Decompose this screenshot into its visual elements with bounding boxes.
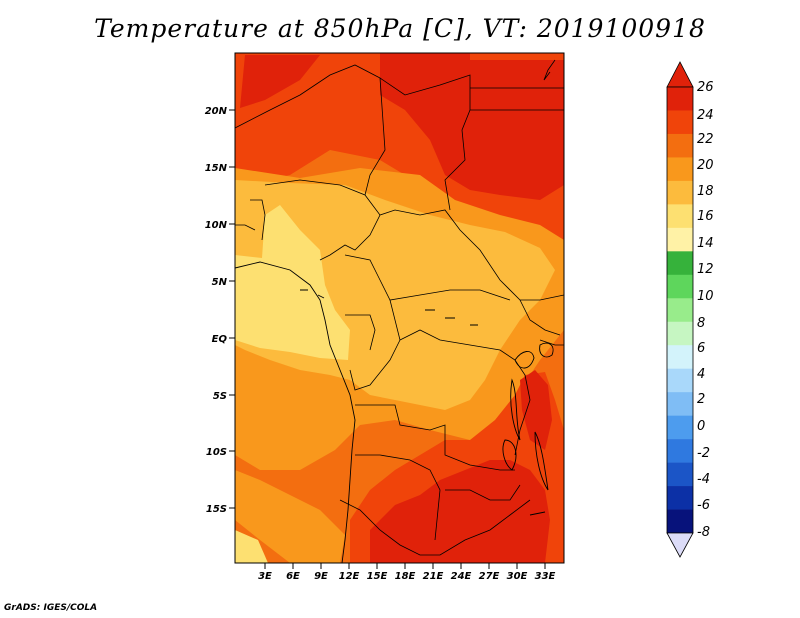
colorbar-label-m2: -2 bbox=[697, 446, 710, 461]
lat-label-15n: 15N bbox=[205, 163, 228, 174]
colorbar-label-2: 2 bbox=[697, 392, 705, 407]
colorbar-segment bbox=[667, 462, 693, 487]
colorbar-segment bbox=[667, 298, 693, 323]
colorbar-segment bbox=[667, 509, 693, 534]
colorbar-segments bbox=[666, 86, 694, 534]
colorbar-segment bbox=[667, 345, 693, 369]
colorbar-label-4: 4 bbox=[697, 367, 705, 382]
lon-label-6e: 6E bbox=[286, 571, 300, 582]
lon-label-9e: 9E bbox=[314, 571, 328, 582]
colorbar-segment bbox=[667, 133, 693, 158]
lat-label-10n: 10N bbox=[205, 220, 228, 231]
colorbar-segment bbox=[667, 415, 693, 440]
temperature-field bbox=[235, 53, 564, 563]
colorbar-segment bbox=[667, 204, 693, 229]
lat-label-eq: EQ bbox=[212, 334, 228, 345]
lon-label-3e: 3E bbox=[258, 571, 272, 582]
colorbar-label-22: 22 bbox=[697, 132, 714, 147]
field-region-16-south bbox=[235, 530, 268, 563]
lat-axis: 20N 15N 10N 5N EQ 5S 10S 15S bbox=[205, 106, 235, 515]
country-borders bbox=[234, 59, 565, 556]
colorbar-segment bbox=[667, 486, 693, 510]
colorbar-label-16: 16 bbox=[697, 209, 714, 224]
colorbar: 26 24 22 20 18 16 14 12 10 8 6 4 2 0 -2 … bbox=[666, 61, 714, 558]
lon-label-18e: 18E bbox=[395, 571, 416, 582]
colorbar-label-m8: -8 bbox=[697, 525, 710, 540]
map-frame bbox=[234, 52, 565, 564]
lat-label-5n: 5N bbox=[212, 277, 228, 288]
colorbar-segment bbox=[667, 110, 693, 135]
grads-credit: GrADS: IGES/COLA bbox=[4, 603, 98, 613]
lon-label-21e: 21E bbox=[423, 571, 444, 582]
lon-label-24e: 24E bbox=[451, 571, 472, 582]
colorbar-label-8: 8 bbox=[697, 316, 705, 331]
colorbar-segment bbox=[667, 274, 693, 299]
lon-axis: 3E 6E 9E 12E 15E 18E 21E 24E 27E 30E 33E bbox=[258, 563, 556, 582]
colorbar-label-12: 12 bbox=[697, 262, 714, 277]
lat-label-5s: 5S bbox=[213, 391, 227, 402]
colorbar-segment bbox=[667, 180, 693, 205]
colorbar-segment bbox=[667, 157, 693, 182]
lon-label-33e: 33E bbox=[535, 571, 556, 582]
colorbar-label-18: 18 bbox=[697, 184, 714, 199]
colorbar-label-m6: -6 bbox=[697, 498, 710, 513]
colorbar-label-10: 10 bbox=[697, 289, 714, 304]
colorbar-label-26: 26 bbox=[697, 80, 714, 95]
colorbar-segment bbox=[667, 392, 693, 416]
lakes bbox=[300, 289, 554, 516]
colorbar-label-m4: -4 bbox=[697, 472, 710, 487]
lat-label-20n: 20N bbox=[205, 106, 228, 117]
coastline bbox=[234, 261, 356, 564]
lat-label-15s: 15S bbox=[206, 504, 227, 515]
colorbar-lower-tip bbox=[666, 532, 694, 558]
map-title: Temperature at 850hPa [C], VT: 201910091… bbox=[94, 14, 706, 43]
field-region-26-south bbox=[370, 460, 550, 563]
colorbar-segment bbox=[667, 321, 693, 346]
lon-label-30e: 30E bbox=[507, 571, 528, 582]
lon-label-15e: 15E bbox=[367, 571, 388, 582]
colorbar-label-24: 24 bbox=[697, 108, 714, 123]
field-region-16 bbox=[235, 205, 350, 360]
field-region-26-north bbox=[380, 53, 564, 200]
colorbar-label-20: 20 bbox=[697, 158, 714, 173]
colorbar-segment bbox=[667, 439, 693, 463]
field-region-26-northwest bbox=[240, 55, 320, 108]
colorbar-segment bbox=[667, 368, 693, 393]
colorbar-upper-tip bbox=[666, 61, 694, 88]
colorbar-segment bbox=[667, 87, 693, 111]
colorbar-segment bbox=[667, 227, 693, 252]
colorbar-label-6: 6 bbox=[697, 341, 705, 356]
colorbar-label-14: 14 bbox=[697, 236, 714, 251]
colorbar-label-0: 0 bbox=[697, 419, 705, 434]
lat-label-10s: 10S bbox=[206, 447, 227, 458]
lon-label-12e: 12E bbox=[339, 571, 360, 582]
lon-label-27e: 27E bbox=[479, 571, 500, 582]
field-region-20-southwest bbox=[235, 470, 345, 563]
colorbar-segment bbox=[667, 251, 693, 276]
